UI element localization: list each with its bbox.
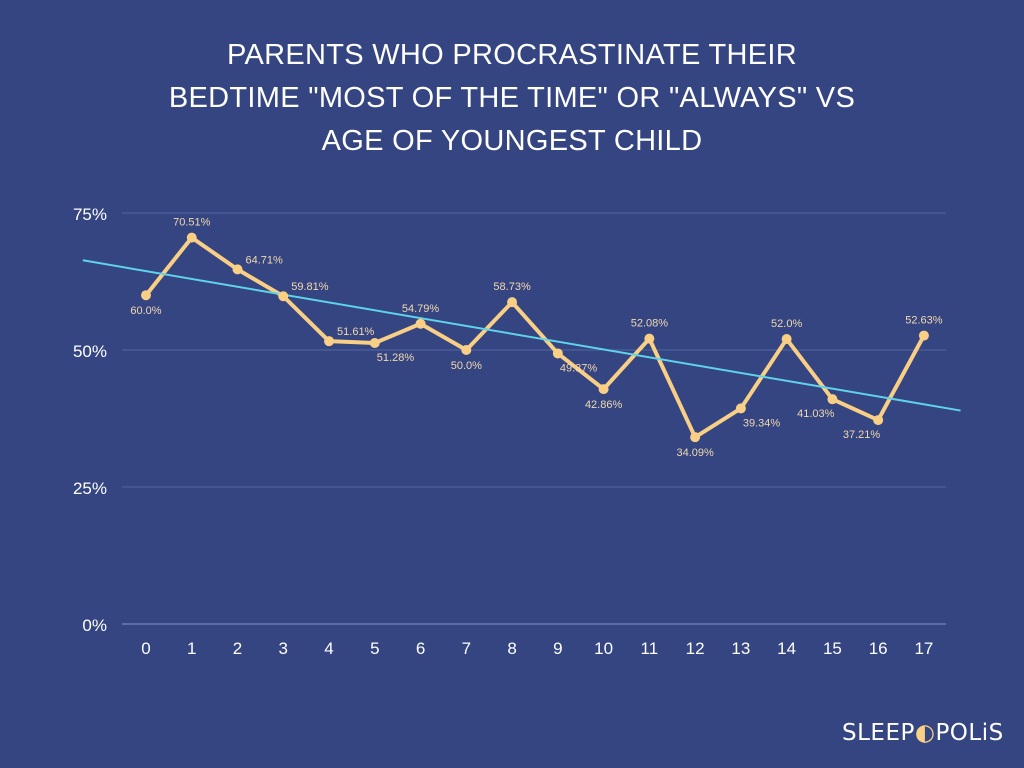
x-tick-label: 6 [416, 639, 425, 658]
x-tick-label: 10 [594, 639, 613, 658]
x-tick-label: 3 [279, 639, 288, 658]
data-label: 51.61% [337, 326, 375, 338]
data-point [186, 232, 197, 243]
chart-title: PARENTS WHO PROCRASTINATE THEIR BEDTIME … [0, 34, 1024, 163]
data-label: 50.0% [451, 360, 482, 372]
x-tick-label: 9 [553, 639, 562, 658]
sleepopolis-logo: SLEEP◐POLiS [842, 720, 1004, 746]
data-point [552, 348, 563, 359]
x-tick-label: 8 [507, 639, 516, 658]
data-label: 42.86% [585, 399, 623, 411]
data-label: 70.51% [173, 217, 211, 229]
data-label: 54.79% [402, 303, 440, 315]
data-label: 60.0% [130, 305, 161, 317]
data-point [369, 337, 380, 348]
data-label: 52.08% [631, 318, 669, 330]
y-tick-label: 75% [73, 205, 107, 224]
data-point [827, 394, 838, 405]
data-point [278, 291, 289, 302]
title-line-2: BEDTIME "MOST OF THE TIME" OR "ALWAYS" V… [168, 82, 856, 114]
data-label: 39.34% [743, 417, 781, 429]
series-line [144, 235, 926, 440]
data-label: 58.73% [493, 281, 531, 293]
data-point [232, 264, 243, 275]
data-point [918, 330, 929, 341]
title-line-1: PARENTS WHO PROCRASTINATE THEIR [226, 39, 797, 71]
trendline [82, 259, 961, 412]
x-tick-label: 14 [777, 639, 796, 658]
x-tick-label: 13 [731, 639, 750, 658]
data-point [598, 384, 609, 395]
data-point [781, 334, 792, 345]
data-point [461, 345, 472, 355]
title-line-3: AGE OF YOUNGEST CHILD [321, 125, 703, 157]
data-label: 41.03% [797, 408, 835, 420]
x-tick-label: 15 [823, 639, 842, 658]
data-label: 52.0% [771, 318, 802, 330]
data-point [690, 432, 701, 443]
data-label: 59.81% [291, 281, 329, 293]
data-label: 49.37% [560, 362, 598, 374]
data-label: 37.21% [843, 429, 881, 441]
data-point [735, 403, 746, 414]
x-tick-label: 11 [641, 639, 659, 658]
x-tick-label: 2 [233, 639, 242, 658]
data-point [873, 415, 884, 426]
x-tick-label: 16 [869, 639, 888, 658]
data-point [644, 333, 655, 344]
data-point [507, 297, 518, 308]
y-tick-label: 0% [82, 616, 107, 635]
data-label: 52.63% [905, 315, 943, 327]
data-point [141, 290, 151, 301]
data-point [324, 336, 335, 347]
data-label: 64.71% [246, 254, 284, 266]
x-tick-label: 1 [187, 639, 196, 658]
y-tick-label: 50% [73, 342, 107, 361]
x-tick-label: 7 [462, 639, 471, 658]
x-tick-label: 17 [914, 639, 933, 658]
x-tick-label: 12 [686, 639, 705, 658]
x-tick-label: 5 [370, 639, 379, 658]
y-tick-label: 25% [73, 479, 107, 498]
x-tick-label: 0 [141, 639, 150, 658]
data-point [415, 318, 426, 329]
x-tick-label: 4 [324, 639, 333, 658]
data-label: 51.28% [377, 352, 415, 364]
data-label: 34.09% [676, 447, 714, 459]
